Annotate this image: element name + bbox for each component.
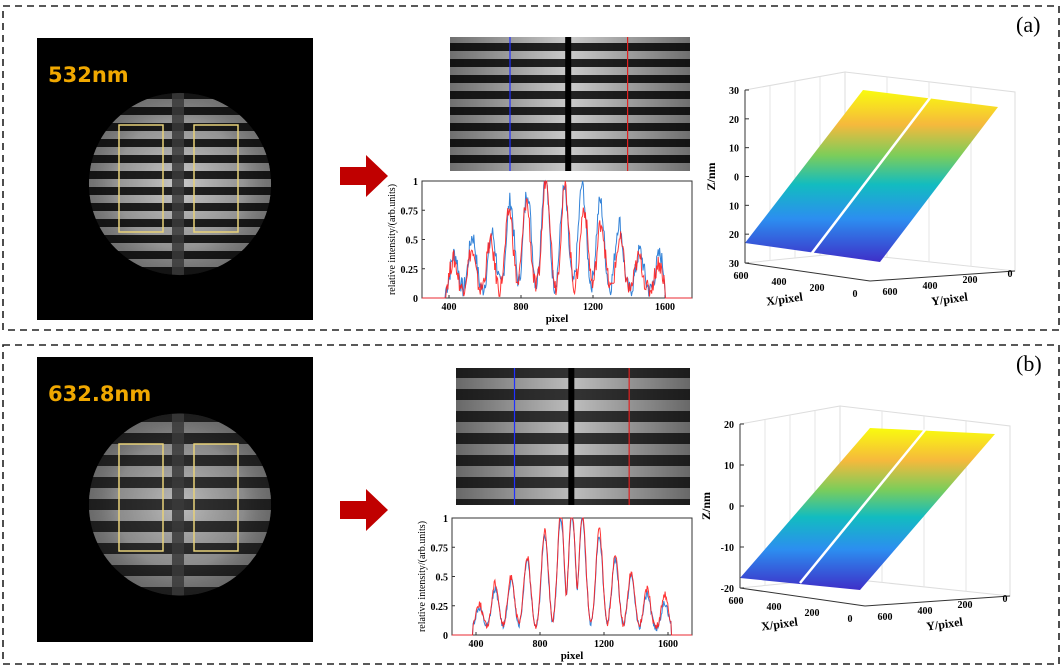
z-axis-label: Z/nm <box>699 492 713 520</box>
y-axis-label: relative intensity/(arb.units) <box>417 521 428 632</box>
z-tick-label: 30 <box>729 86 739 97</box>
series-red-line <box>452 517 692 636</box>
z-tick-label: 20 <box>729 230 739 241</box>
x-tick-label: 400 <box>442 302 457 313</box>
intensity-profile-chart: 0 0.25 0.5 0.75 1 400 800 1200 1600 pixel relative… <box>387 177 693 325</box>
x-tick-label: 1200 <box>594 639 614 650</box>
y-tick-label: 200 <box>963 275 978 286</box>
y-axis <box>864 595 1011 607</box>
z-axis-label: Z/nm <box>704 162 718 190</box>
panel-label: (b) <box>1016 351 1042 376</box>
crop-gap <box>568 368 575 505</box>
step-gap <box>172 92 184 276</box>
x-tick-label: 600 <box>729 596 744 607</box>
interference-disc <box>88 413 272 596</box>
x-axis-label: X/pixel <box>765 289 804 308</box>
y-tick-label: 0 <box>413 294 418 305</box>
series-red-line <box>422 180 692 299</box>
wavelength-label: 532nm <box>48 63 129 87</box>
roi-box-right <box>193 443 239 552</box>
intensity-profile-chart: 0 0.25 0.5 0.75 1 400 800 1200 1600 pixel relative… <box>417 514 693 662</box>
y-axis-label: Y/pixel <box>930 289 969 308</box>
x-axis-label: pixel <box>561 650 584 662</box>
roi-box-left <box>118 124 164 233</box>
y-axis-label: Y/pixel <box>925 614 964 633</box>
x-tick-label: 1200 <box>583 302 603 313</box>
x-tick-label: 200 <box>810 283 825 294</box>
interference-disc <box>88 92 272 276</box>
z-tick-label: 30 <box>729 259 739 270</box>
x-tick-label: 400 <box>767 602 782 613</box>
surface-gap <box>811 97 931 254</box>
z-tick-label: -20 <box>721 584 734 595</box>
y-tick-label: 0 <box>443 631 448 642</box>
panel-b: (b) 632.8nm 0 0.25 0.5 0.75 1 400 800 1200 1600 pix… <box>2 344 1060 665</box>
plot-frame <box>451 517 693 636</box>
y-tick-label: 0.75 <box>431 543 449 554</box>
y-tick-label: 0.25 <box>431 602 449 613</box>
y-axis-label: relative intensity/(arb.units) <box>387 184 398 295</box>
y-tick-label: 200 <box>958 600 973 611</box>
y-tick-label: 1 <box>413 177 418 188</box>
surface <box>740 428 995 590</box>
y-tick-label: 400 <box>918 606 933 617</box>
y-tick-label: 600 <box>878 612 893 623</box>
y-tick-label: 0.5 <box>436 573 449 584</box>
x-tick-label: 400 <box>469 639 484 650</box>
surface-3d-chart: 20 10 0 -10 -20 Z/nm 600 400 200 0 600 400 200 0 X/pix… <box>699 405 1011 634</box>
x-tick-label: 0 <box>848 614 853 625</box>
y-tick-label: 600 <box>883 287 898 298</box>
crop-gap <box>565 37 572 171</box>
z-tick-label: 10 <box>729 201 739 212</box>
x-axis-label: pixel <box>546 313 569 325</box>
y-tick-label: 0 <box>1008 269 1013 280</box>
z-tick-label: 20 <box>724 420 734 431</box>
surface-gap <box>799 429 926 584</box>
x-tick-label: 600 <box>734 271 749 282</box>
x-tick-label: 1600 <box>655 302 675 313</box>
z-tick-label: 20 <box>729 115 739 126</box>
panel-border <box>2 344 1060 665</box>
x-axis <box>739 587 866 607</box>
y-axis <box>869 270 1016 282</box>
z-tick-label: 0 <box>734 173 739 184</box>
x-tick-label: 800 <box>533 639 548 650</box>
arrow-icon <box>340 489 388 531</box>
panel-border <box>2 5 1060 331</box>
x-axis <box>744 262 871 282</box>
z-tick-label: 10 <box>729 144 739 155</box>
z-tick-label: -10 <box>721 543 734 554</box>
roi-box-left <box>118 443 164 552</box>
step-gap <box>172 413 184 596</box>
arrow-icon <box>340 155 388 197</box>
x-tick-label: 1600 <box>658 639 678 650</box>
panel-label: (a) <box>1016 12 1040 37</box>
y-tick-label: 0.5 <box>406 236 419 247</box>
roi-box-right <box>193 124 239 233</box>
surface-3d-chart: 30 20 10 0 10 20 30 Z/nm 600 400 200 0 600 400 200 0 X/p… <box>704 71 1016 309</box>
x-tick-label: 800 <box>514 302 529 313</box>
x-axis-label: X/pixel <box>760 614 799 633</box>
y-tick-label: 0.25 <box>401 265 419 276</box>
wavelength-label: 632.8nm <box>48 382 151 406</box>
y-tick-label: 400 <box>923 281 938 292</box>
y-tick-label: 0.75 <box>401 206 419 217</box>
x-tick-label: 400 <box>772 277 787 288</box>
y-tick-label: 1 <box>443 514 448 525</box>
y-tick-label: 0 <box>1003 594 1008 605</box>
x-tick-label: 200 <box>805 608 820 619</box>
panel-a: (a) 532nm 0 0.25 0.5 0.75 1 400 800 1200 1600 pixel… <box>2 5 1060 331</box>
z-tick-label: 0 <box>729 502 734 513</box>
z-tick-label: 10 <box>724 461 734 472</box>
x-tick-label: 0 <box>853 289 858 300</box>
